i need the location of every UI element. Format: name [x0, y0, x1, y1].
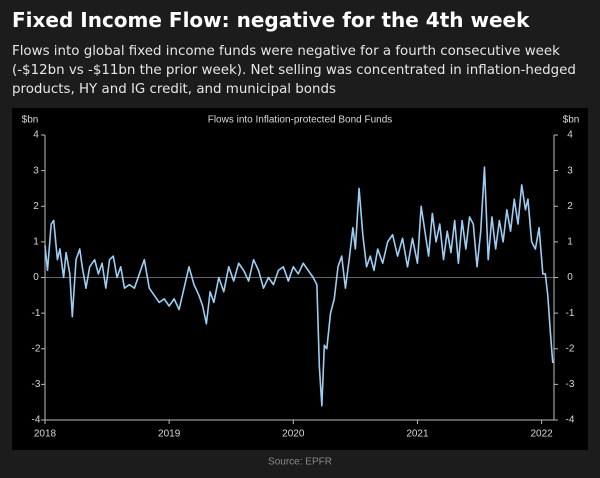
series-line: [44, 166, 554, 407]
page-subtitle: Flows into global fixed income funds wer…: [12, 44, 576, 97]
x-tick-label: 2018: [34, 429, 57, 440]
y-tick-label: -1: [32, 308, 41, 319]
y2-tick-label: 0: [567, 272, 573, 283]
y-tick-label: 0: [33, 272, 39, 283]
page-title: Fixed Income Flow: negative for the 4th …: [12, 8, 530, 32]
y-tick-label: 2: [33, 201, 39, 212]
y2-axis-label: $bn: [563, 115, 580, 126]
y-tick-label: -4: [32, 415, 41, 426]
y2-tick-label: 4: [567, 130, 573, 141]
x-tick-label: 2021: [406, 429, 429, 440]
y2-tick-label: 1: [567, 237, 573, 248]
chart-title: Flows into Inflation-protected Bond Fund…: [208, 115, 393, 126]
chart-panel: [12, 108, 588, 450]
x-tick-label: 2022: [530, 429, 553, 440]
y2-tick-label: 3: [567, 165, 573, 176]
y-tick-label: -2: [32, 343, 41, 354]
x-tick-label: 2019: [158, 429, 181, 440]
y2-tick-label: -2: [566, 343, 575, 354]
x-tick-label: 2020: [282, 429, 305, 440]
y2-tick-label: 2: [567, 201, 573, 212]
y2-tick-label: -3: [566, 379, 575, 390]
y2-tick-label: -4: [566, 415, 575, 426]
y-tick-label: 1: [33, 237, 39, 248]
source-note: Source: EPFR: [268, 457, 332, 468]
y2-tick-label: -1: [566, 308, 575, 319]
y-tick-label: -3: [32, 379, 41, 390]
y-axis-label: $bn: [22, 115, 39, 126]
y-tick-label: 3: [33, 165, 39, 176]
y-tick-label: 4: [33, 130, 39, 141]
